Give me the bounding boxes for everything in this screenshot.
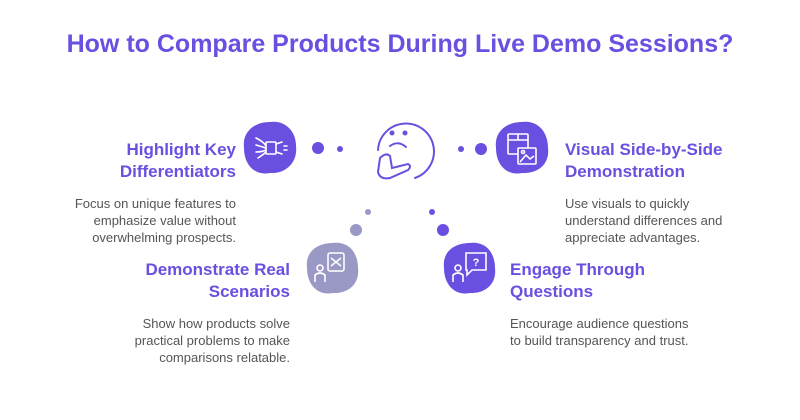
description-line: understand differences and xyxy=(565,213,723,228)
heading-line: Questions xyxy=(510,282,594,301)
item-heading-highlight-key-differentiators: Highlight Key Differentiators xyxy=(16,139,236,183)
description-line: overwhelming prospects. xyxy=(92,230,236,245)
heading-line: Demonstrate Real xyxy=(145,260,290,279)
description-line: to build transparency and trust. xyxy=(510,333,689,348)
connector-dot xyxy=(365,209,371,215)
heading-line: Scenarios xyxy=(208,282,290,301)
description-line: comparisons relatable. xyxy=(159,350,290,365)
description-line: appreciate advantages. xyxy=(565,230,701,245)
item-description: Focus on unique features to emphasize va… xyxy=(6,195,236,246)
description-line: Use visuals to quickly xyxy=(565,196,690,211)
connector-dot xyxy=(429,209,435,215)
svg-text:?: ? xyxy=(473,257,480,269)
item-description: Show how products solve practical proble… xyxy=(60,315,290,366)
page-title: How to Compare Products During Live Demo… xyxy=(66,30,734,58)
item-description: Encourage audience questions to build tr… xyxy=(510,315,740,349)
item-description: Use visuals to quickly understand differ… xyxy=(565,195,795,246)
connector-dot xyxy=(437,224,449,236)
connector-dot xyxy=(312,142,324,154)
heading-line: Engage Through xyxy=(510,260,646,279)
product-image-icon xyxy=(495,121,549,174)
description-line: Focus on unique features to xyxy=(74,196,236,211)
heading-line: Visual Side-by-Side xyxy=(565,140,723,159)
heading-line: Demonstration xyxy=(565,162,685,181)
item-heading-engage-through-questions: Engage Through Questions xyxy=(510,259,730,303)
description-line: Encourage audience questions xyxy=(510,316,689,331)
connector-dot xyxy=(475,143,487,155)
description-line: practical problems to make xyxy=(134,333,290,348)
description-line: Show how products solve xyxy=(142,316,290,331)
person-box-icon xyxy=(306,242,359,294)
connector-dot xyxy=(458,146,464,152)
item-heading-visual-side-by-side: Visual Side-by-Side Demonstration xyxy=(565,139,785,183)
thinking-face-icon xyxy=(376,122,435,180)
heading-line: Highlight Key xyxy=(126,140,236,159)
description-line: emphasize value without xyxy=(93,213,236,228)
heading-line: Differentiators xyxy=(119,162,236,181)
megaphone-icon xyxy=(243,121,297,174)
connector-dot xyxy=(350,224,362,236)
item-heading-demonstrate-real-scenarios: Demonstrate Real Scenarios xyxy=(70,259,290,303)
person-question-icon: ? xyxy=(443,242,496,294)
connector-dot xyxy=(337,146,343,152)
